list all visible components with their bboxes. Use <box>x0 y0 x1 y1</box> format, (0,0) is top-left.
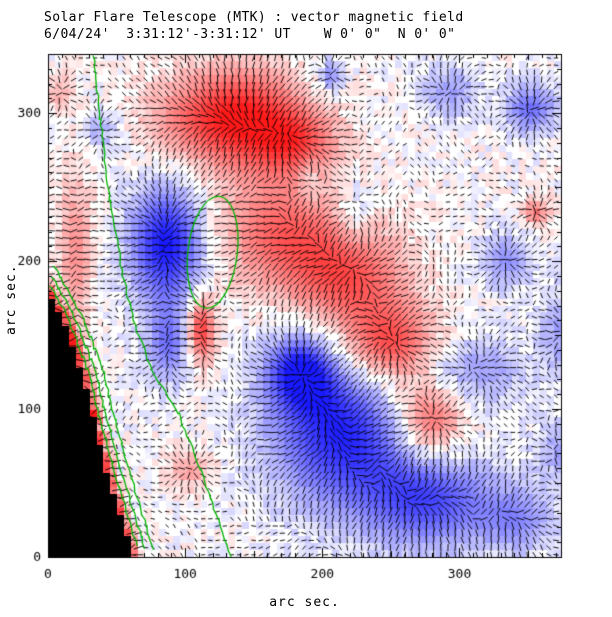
y-axis-label: arc sec. <box>4 264 19 335</box>
x-axis-label: arc sec. <box>269 595 340 610</box>
